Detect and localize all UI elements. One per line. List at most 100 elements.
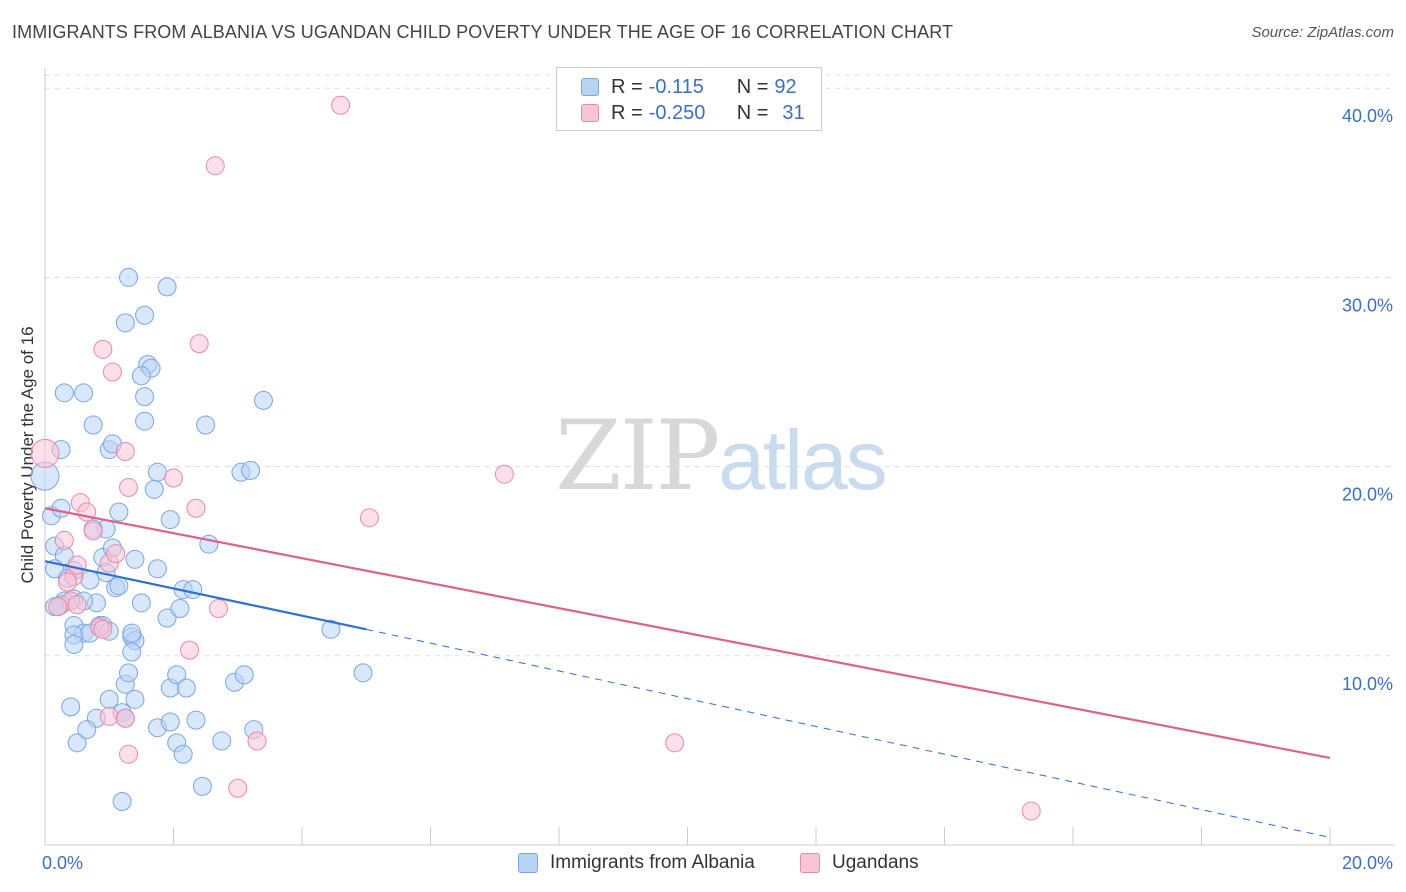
ugandans-point bbox=[54, 530, 74, 550]
tick-labels: 10.0% 20.0% 30.0% 40.0% 0.0% 20.0% bbox=[42, 106, 1393, 873]
chart-title: IMMIGRANTS FROM ALBANIA VS UGANDAN CHILD… bbox=[12, 22, 954, 42]
ugandans-point bbox=[67, 555, 87, 575]
albania-point bbox=[186, 710, 206, 730]
albania-point bbox=[157, 608, 177, 628]
albania-point bbox=[115, 313, 135, 333]
ugandans-swatch bbox=[581, 104, 599, 122]
r-label: R = bbox=[611, 101, 643, 124]
legend-item-albania[interactable]: Immigrants from Albania bbox=[518, 852, 755, 874]
ugandans-point bbox=[247, 731, 267, 751]
albania-point bbox=[125, 549, 145, 569]
albania-point bbox=[131, 593, 151, 613]
albania-point bbox=[67, 733, 87, 753]
albania-point bbox=[234, 665, 254, 685]
ugandans-point bbox=[102, 362, 122, 382]
ugandans-point bbox=[106, 544, 126, 564]
ugandans-point bbox=[115, 441, 135, 461]
n-value: 31 bbox=[782, 101, 805, 124]
albania-point bbox=[241, 460, 261, 480]
ugandans-point bbox=[331, 95, 351, 115]
ugandans-trend-line bbox=[44, 507, 1331, 760]
n-label: N = bbox=[736, 101, 769, 124]
ugandans-point bbox=[186, 498, 206, 518]
y-tick-label: 20.0% bbox=[1342, 485, 1393, 505]
albania-point bbox=[170, 599, 190, 619]
albania-point bbox=[61, 697, 81, 717]
stats-legend: R = -0.115 N = 92 R = -0.250 N = 31 bbox=[556, 67, 822, 131]
legend-label-ugandans: Ugandans bbox=[832, 852, 919, 873]
grid-lines bbox=[45, 74, 1395, 657]
albania-point bbox=[135, 411, 155, 431]
albania-trend-extension bbox=[366, 628, 1331, 838]
albania-point bbox=[64, 634, 84, 654]
series-legend: Immigrants from Albania Ugandans bbox=[0, 852, 1406, 878]
watermark-zip: ZIP bbox=[555, 400, 720, 512]
ugandans-point bbox=[57, 572, 77, 592]
n-value: 92 bbox=[774, 75, 797, 98]
ugandans-point bbox=[93, 339, 113, 359]
ugandans-point bbox=[189, 334, 209, 354]
albania-point bbox=[80, 570, 100, 590]
ugandans-point bbox=[30, 438, 60, 468]
ugandans-point bbox=[48, 597, 68, 617]
ugandans-point bbox=[164, 468, 183, 488]
legend-item-ugandans[interactable]: Ugandans bbox=[800, 852, 919, 874]
albania-point bbox=[353, 663, 373, 683]
albania-point bbox=[54, 383, 74, 403]
ugandans-point bbox=[180, 640, 200, 660]
trend-lines bbox=[44, 507, 1331, 838]
x-tick-label: 20.0% bbox=[1342, 853, 1393, 873]
ugandans-point bbox=[494, 464, 514, 484]
watermark: ZIPatlas bbox=[555, 400, 888, 512]
ugandans-point bbox=[359, 508, 379, 528]
albania-point bbox=[135, 387, 155, 407]
albania-point bbox=[135, 305, 155, 325]
albania-point bbox=[51, 498, 71, 518]
ugandans-point bbox=[83, 521, 103, 541]
ugandans-point bbox=[115, 708, 135, 728]
legend-label-albania: Immigrants from Albania bbox=[550, 852, 755, 873]
albania-point bbox=[109, 502, 129, 522]
albania-point bbox=[160, 510, 180, 530]
ugandans-point bbox=[93, 619, 113, 639]
y-tick-label: 30.0% bbox=[1342, 295, 1393, 315]
x-tick-label: 0.0% bbox=[42, 853, 83, 873]
albania-point bbox=[183, 580, 203, 600]
albania-point bbox=[112, 791, 132, 811]
albania-point bbox=[83, 415, 103, 435]
albania-point bbox=[212, 731, 232, 751]
albania-point bbox=[147, 559, 167, 579]
albania-point bbox=[167, 665, 187, 685]
albania-point bbox=[125, 689, 145, 709]
data-points bbox=[30, 95, 1041, 821]
ugandans-point bbox=[119, 477, 139, 497]
albania-point bbox=[253, 390, 273, 410]
albania-point bbox=[119, 267, 139, 287]
ugandans-point bbox=[228, 778, 248, 798]
albania-point bbox=[176, 678, 196, 698]
albania-trend-line bbox=[44, 560, 367, 631]
ugandans-point bbox=[205, 156, 225, 176]
albania-point bbox=[147, 462, 167, 482]
watermark-atlas: atlas bbox=[718, 413, 887, 507]
r-value: -0.115 bbox=[648, 75, 704, 98]
albania-point bbox=[131, 366, 151, 386]
r-value: -0.250 bbox=[648, 101, 706, 124]
albania-point bbox=[160, 712, 180, 732]
albania-point bbox=[119, 663, 139, 683]
albania-point bbox=[196, 415, 216, 435]
ugandans-point bbox=[208, 599, 228, 619]
albania-point bbox=[144, 479, 164, 499]
ugandans-point bbox=[67, 595, 87, 615]
albania-point bbox=[173, 744, 193, 764]
chart-source: Source: ZipAtlas.com bbox=[1251, 24, 1394, 41]
y-tick-label: 10.0% bbox=[1342, 674, 1393, 694]
ugandans-legend-swatch bbox=[800, 853, 820, 873]
albania-swatch bbox=[581, 78, 599, 96]
albania-point bbox=[321, 619, 341, 639]
albania-point bbox=[109, 576, 129, 596]
r-label: R = bbox=[611, 75, 643, 98]
albania-point bbox=[99, 689, 119, 709]
albania-point bbox=[77, 720, 97, 740]
